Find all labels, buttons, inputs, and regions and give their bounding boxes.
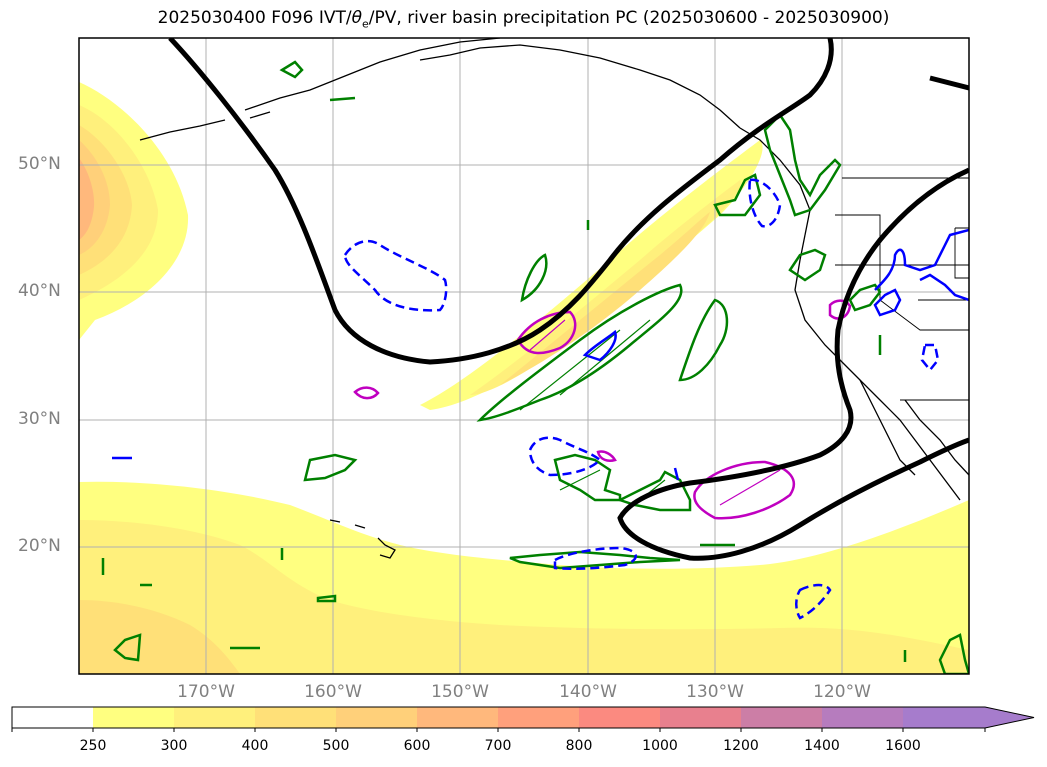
colorbar-label-300: 300 (160, 738, 188, 754)
magenta-contour-hatch (529, 319, 781, 506)
ivt-region-south-3 (79, 600, 240, 674)
colorbar-label-1200: 1200 (723, 738, 759, 754)
colorbar-label-1600: 1600 (885, 738, 921, 754)
blue-dashed-contour (748, 178, 782, 228)
coastline-west-us (794, 234, 961, 501)
colorbar-swatch (741, 707, 822, 728)
colorbar-swatch (822, 707, 903, 728)
coastline-alaska (244, 38, 741, 129)
lat-label-40n: 40°N (18, 281, 61, 301)
magenta-contour (828, 299, 852, 320)
green-contour (509, 550, 681, 570)
colorbar-outline (11, 706, 1035, 729)
hawaii-islands (329, 519, 396, 559)
lon-label-170w: 170°W (177, 682, 235, 702)
green-contours (101, 60, 969, 674)
magenta-contour (693, 460, 796, 520)
colorbar-swatch (12, 707, 93, 728)
lat-label-20n: 20°N (18, 536, 61, 556)
colorbar (11, 706, 1035, 732)
blue-contours (112, 178, 969, 620)
green-contour (848, 283, 882, 312)
black-contour-ridge (617, 167, 969, 561)
green-contour (279, 60, 304, 79)
magenta-contour (353, 386, 380, 400)
coastlines (139, 38, 969, 559)
coastline-aleutians (139, 111, 271, 141)
colorbar-label-250: 250 (79, 738, 107, 754)
blue-dashed-contour (920, 343, 940, 373)
colorbar-label-500: 500 (322, 738, 350, 754)
ivt-region-west-5 (79, 158, 95, 240)
colorbar-swatch (579, 707, 660, 728)
colorbar-swatch (498, 707, 579, 728)
lon-label-150w: 150°W (431, 682, 489, 702)
map-frame (78, 37, 970, 675)
colorbar-label-400: 400 (241, 738, 269, 754)
lat-label-50n: 50°N (18, 154, 61, 174)
colorbar-label-700: 700 (484, 738, 512, 754)
blue-contour (582, 329, 617, 362)
lon-label-160w: 160°W (304, 682, 362, 702)
green-contour (616, 470, 692, 512)
colorbar-label-800: 800 (565, 738, 593, 754)
green-contour (303, 453, 358, 482)
title-theta: θ (351, 8, 362, 28)
ivt-region-south-2 (79, 520, 969, 674)
colorbar-label-600: 600 (403, 738, 431, 754)
lat-label-30n: 30°N (18, 409, 61, 429)
thick-black-contour (168, 38, 969, 561)
title-suffix: /PV, river basin precipitation PC (20250… (368, 8, 890, 28)
green-contour (520, 253, 548, 303)
colorbar-swatch (174, 707, 255, 728)
colorbar-swatch (255, 707, 336, 728)
map-title: 2025030400 F096 IVT/θe/PV, river basin p… (0, 8, 1047, 30)
ivt-region-river-2 (470, 180, 741, 395)
green-contour (788, 248, 827, 282)
lon-label-120w: 120°W (813, 682, 871, 702)
colorbar-swatch (93, 707, 174, 728)
blue-dashed-contour (528, 436, 602, 477)
magenta-contour (596, 450, 617, 462)
coastline-baja (859, 379, 969, 476)
colorbar-swatch (660, 707, 741, 728)
colorbar-label-1000: 1000 (642, 738, 678, 754)
colorbar-label-1400: 1400 (804, 738, 840, 754)
blue-dashed-contour (553, 546, 637, 571)
black-contour-trough (168, 38, 834, 365)
blue-dashed-contour (795, 583, 832, 620)
colorbar-extend-arrow (903, 707, 1034, 728)
ivt-region-river (420, 140, 763, 410)
lon-label-130w: 130°W (686, 682, 744, 702)
green-contour (713, 173, 762, 217)
green-contour (476, 283, 683, 422)
colorbar-swatch (336, 707, 417, 728)
magenta-contour (516, 310, 577, 355)
magenta-contours (353, 299, 852, 520)
green-contour (553, 453, 622, 502)
green-contour (763, 113, 842, 217)
blue-contour (873, 228, 969, 317)
black-contour-ne (929, 75, 969, 91)
blue-contour (112, 456, 680, 481)
colorbar-swatch (417, 707, 498, 728)
green-contour (678, 298, 729, 382)
title-theta-sub: e (362, 17, 369, 31)
green-contour (113, 633, 142, 662)
green-contour-lane (519, 319, 666, 501)
coastline-bc (739, 127, 811, 236)
green-contour (938, 633, 969, 674)
title-prefix: 2025030400 F096 IVT/ (157, 8, 352, 28)
lon-label-140w: 140°W (559, 682, 617, 702)
ivt-shading (79, 82, 969, 674)
blue-dashed-contour (343, 239, 448, 312)
